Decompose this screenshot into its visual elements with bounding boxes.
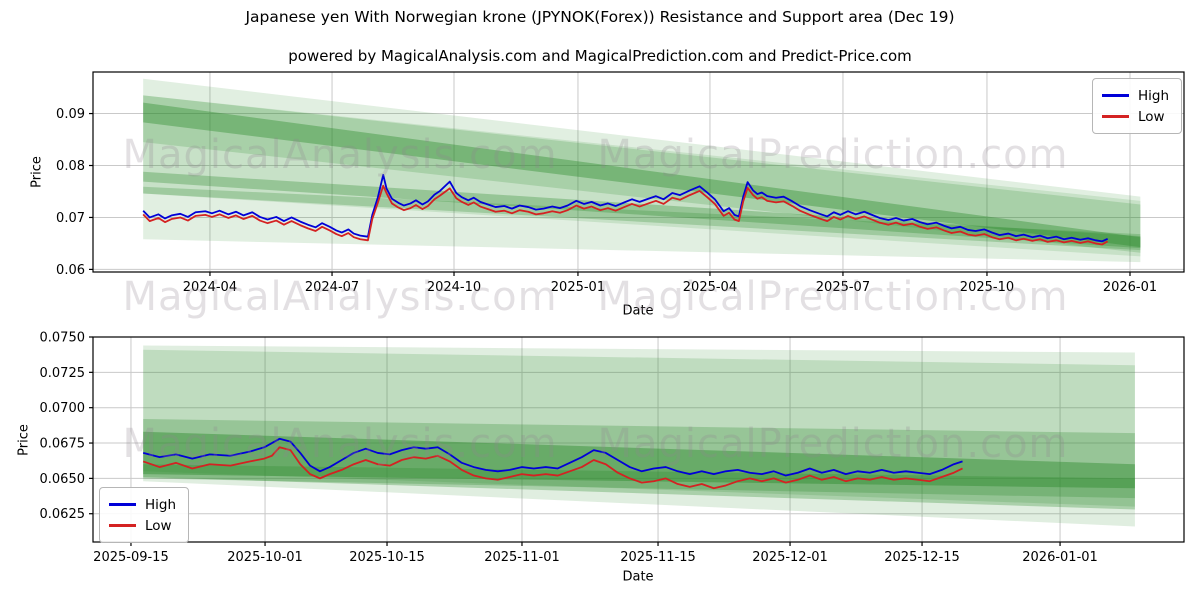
figure-title: Japanese yen With Norwegian krone (JPYNO…: [245, 8, 955, 26]
figure-subtitle: powered by MagicalAnalysis.com and Magic…: [288, 47, 912, 65]
high-line-swatch-icon: [109, 503, 136, 506]
svg-text:0.09: 0.09: [56, 107, 85, 122]
svg-text:2025-11-01: 2025-11-01: [484, 550, 560, 565]
legend-item-low: Low: [1102, 106, 1169, 127]
svg-text:2025-11-15: 2025-11-15: [620, 550, 696, 565]
top-chart-legend: High Low: [1092, 78, 1183, 134]
top-x-axis-label: Date: [622, 303, 654, 319]
svg-text:0.0675: 0.0675: [40, 437, 86, 452]
top-y-axis-label: Price: [29, 156, 45, 188]
svg-text:2024-10: 2024-10: [427, 280, 481, 295]
svg-text:2025-10-15: 2025-10-15: [349, 550, 425, 565]
svg-text:2025-09-15: 2025-09-15: [93, 550, 169, 565]
svg-text:2025-10-01: 2025-10-01: [227, 550, 303, 565]
legend-label-high: High: [145, 496, 177, 513]
low-line-swatch-icon: [1102, 115, 1129, 118]
bottom-y-axis-label: Price: [16, 424, 32, 456]
svg-text:2025-07: 2025-07: [816, 280, 870, 295]
svg-text:2025-12-15: 2025-12-15: [884, 550, 960, 565]
svg-text:0.0650: 0.0650: [40, 472, 86, 487]
legend-item-high: High: [1102, 85, 1169, 106]
high-line-swatch-icon: [1102, 94, 1129, 97]
svg-text:2026-01-01: 2026-01-01: [1022, 550, 1098, 565]
svg-text:0.07: 0.07: [56, 211, 85, 226]
legend-label-low: Low: [1138, 108, 1165, 125]
svg-text:0.0750: 0.0750: [40, 331, 86, 346]
low-line-swatch-icon: [109, 524, 136, 527]
svg-text:2025-12-01: 2025-12-01: [752, 550, 828, 565]
legend-label-low: Low: [145, 517, 172, 534]
svg-text:2024-04: 2024-04: [183, 280, 237, 295]
svg-text:2025-04: 2025-04: [683, 280, 737, 295]
svg-text:2024-07: 2024-07: [305, 280, 359, 295]
svg-text:2025-10: 2025-10: [960, 280, 1014, 295]
bottom-chart-legend: High Low: [99, 487, 190, 543]
svg-text:0.06: 0.06: [56, 263, 85, 278]
svg-text:0.0625: 0.0625: [40, 507, 86, 522]
svg-text:2025-01: 2025-01: [551, 280, 605, 295]
legend-label-high: High: [1138, 87, 1170, 104]
legend-item-low: Low: [109, 515, 176, 536]
svg-text:0.0725: 0.0725: [40, 366, 86, 381]
svg-text:2026-01: 2026-01: [1103, 280, 1157, 295]
svg-text:0.0700: 0.0700: [40, 401, 86, 416]
legend-item-high: High: [109, 494, 176, 515]
bottom-x-axis-label: Date: [622, 569, 654, 585]
svg-text:0.08: 0.08: [56, 159, 85, 174]
